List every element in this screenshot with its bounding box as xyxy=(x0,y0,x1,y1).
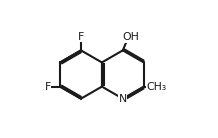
Text: F: F xyxy=(44,82,51,92)
Text: OH: OH xyxy=(123,32,140,42)
Text: CH₃: CH₃ xyxy=(146,82,166,92)
Text: CH₃: CH₃ xyxy=(146,82,166,92)
Text: OH: OH xyxy=(123,32,140,42)
Text: N: N xyxy=(119,94,127,104)
Text: F: F xyxy=(78,32,84,42)
Text: N: N xyxy=(119,94,127,104)
Text: F: F xyxy=(78,32,84,42)
Text: F: F xyxy=(44,82,51,92)
